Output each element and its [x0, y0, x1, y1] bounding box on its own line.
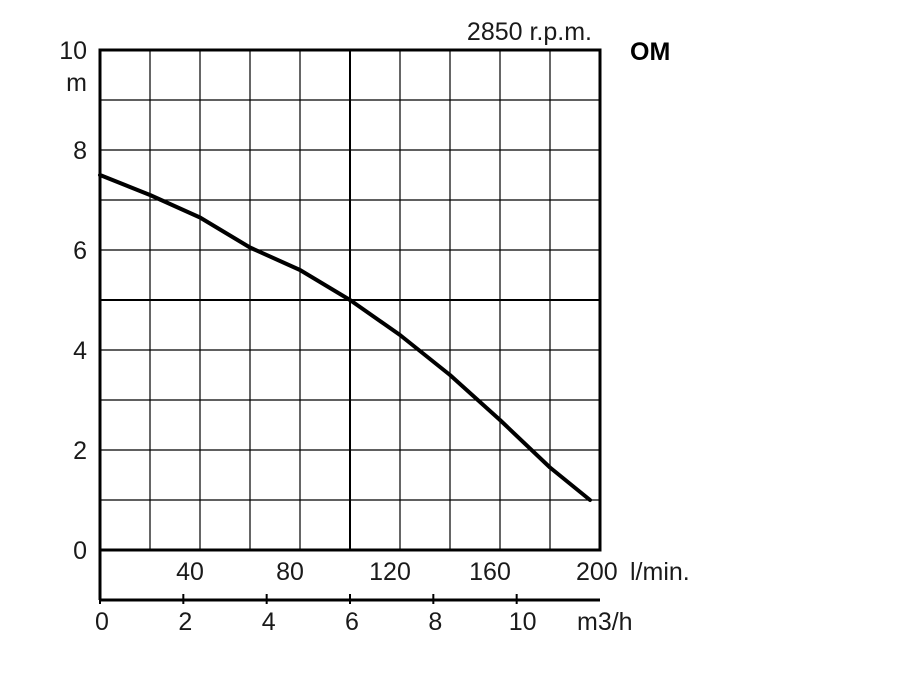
m3h-tick-label: 10	[509, 608, 537, 636]
lmin-unit-label: l/min.	[630, 558, 690, 586]
head-flow-curve	[98, 173, 592, 502]
m3h-unit-label: m3/h	[577, 608, 633, 636]
curve-layer	[98, 173, 592, 502]
chart-frame	[98, 48, 602, 604]
lmin-tick-label: 80	[276, 558, 304, 586]
y-tick-label: 10	[59, 37, 87, 65]
m3h-tick-label: 4	[262, 608, 276, 636]
speed-label: 2850 r.p.m.	[467, 18, 592, 46]
lmin-tick-label: 160	[469, 558, 511, 586]
m3h-tick-label: 0	[95, 608, 109, 636]
m3h-tick-label: 2	[178, 608, 192, 636]
m3h-tick-label: 8	[428, 608, 442, 636]
m3h-tick-label: 6	[345, 608, 359, 636]
chart-labels: 0 2 4 6 8 10 m 40 80 120 160 200 l/min. 0 2 4 6 8 10 m3/h 28…	[59, 18, 690, 636]
lmin-tick-label: 120	[369, 558, 411, 586]
y-tick-label: 6	[73, 237, 87, 265]
y-tick-label: 4	[73, 337, 87, 365]
y-unit-label: m	[66, 69, 87, 97]
y-tick-label: 0	[73, 537, 87, 565]
lmin-tick-label: 40	[176, 558, 204, 586]
model-label: OM	[630, 38, 670, 66]
y-tick-label: 8	[73, 137, 87, 165]
y-tick-label: 2	[73, 437, 87, 465]
plot-border	[98, 48, 602, 552]
lmin-tick-label: 200	[576, 558, 618, 586]
